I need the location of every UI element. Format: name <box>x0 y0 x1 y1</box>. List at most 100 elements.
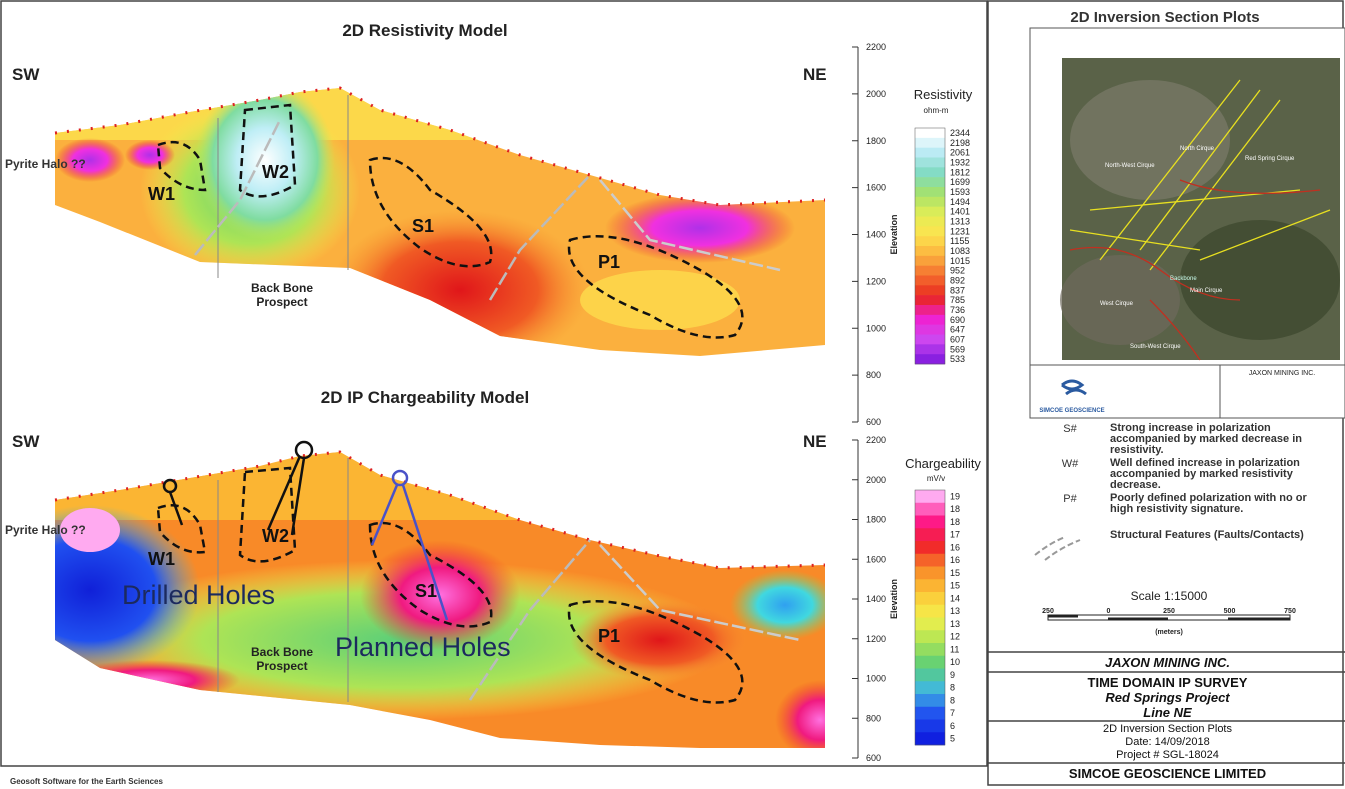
colorbar-swatch <box>915 502 945 516</box>
prospect-label: Back Bone <box>251 281 313 295</box>
zone-outlines <box>156 103 744 339</box>
axis-label: Elevation <box>889 579 899 619</box>
legend-text: Structural Features (Faults/Contacts) <box>1110 529 1304 541</box>
scale-tick-label: 250 <box>1163 608 1175 615</box>
colorbar-label: 15 <box>950 581 960 591</box>
elevation-tick-label: 1600 <box>866 554 886 564</box>
colorbar-label: 2198 <box>950 138 970 148</box>
colorbar-swatch <box>915 643 945 657</box>
tb-line: Line NE <box>1143 705 1192 720</box>
colorbar-label: 7 <box>950 708 955 718</box>
elevation-tick-label: 800 <box>866 713 881 723</box>
colorbar-label: 5 <box>950 734 955 744</box>
colorbar-swatch <box>915 206 945 217</box>
zone-label: W1 <box>148 184 175 204</box>
legend-text: Well defined increase in polarization ac… <box>1110 457 1300 491</box>
prospect-label: Back Bone <box>251 645 313 659</box>
colorbar-swatch <box>915 668 945 682</box>
colorbar-label: 569 <box>950 344 965 354</box>
elevation-tick-label: 1200 <box>866 634 886 644</box>
map-label: Main Cirque <box>1190 288 1223 294</box>
colorbar-swatch <box>915 255 945 266</box>
title-block <box>988 651 1345 764</box>
zone-label: S1 <box>412 216 434 236</box>
annotation: Drilled Holes <box>122 580 275 610</box>
prospect-label: Prospect <box>256 295 307 309</box>
tb-company: JAXON MINING INC. <box>1105 655 1230 670</box>
colorbar-label: 647 <box>950 325 965 335</box>
elevation-tick-label: 1000 <box>866 674 886 684</box>
colorbar-label: 18 <box>950 517 960 527</box>
side-label: SW <box>12 432 40 451</box>
legend-key: S# <box>1063 423 1077 435</box>
colorbar-label: 19 <box>950 491 960 501</box>
legend-text: Strong increase in polarization accompan… <box>1110 422 1302 456</box>
elevation-tick-label: 1200 <box>866 276 886 286</box>
scale-tick-label: 750 <box>1284 608 1296 615</box>
colorbar-label: 1593 <box>950 187 970 197</box>
colorbar-swatch <box>915 553 945 567</box>
elevation-tick-label: 2000 <box>866 475 886 485</box>
colorbar-swatch <box>915 706 945 720</box>
colorbar-label: 1401 <box>950 207 970 217</box>
colorbar-swatch <box>915 275 945 286</box>
legend-text: Poorly defined polarization with no or h… <box>1110 492 1307 515</box>
colorbar-swatch <box>915 490 945 504</box>
colorbar-swatch <box>915 694 945 708</box>
elevation-tick-label: 2200 <box>866 435 886 445</box>
colorbar-label: 1083 <box>950 246 970 256</box>
colorbar-label: 16 <box>950 542 960 552</box>
elevation-tick-label: 600 <box>866 417 881 427</box>
colorbar-label: 14 <box>950 593 960 603</box>
zone-label: Pyrite Halo ?? <box>5 157 86 171</box>
axis-label: Elevation <box>889 214 899 254</box>
scale-bar <box>1047 614 1291 621</box>
structure-symbol <box>1034 536 1081 561</box>
colorbar-label: 2061 <box>950 148 970 158</box>
elevation-tick-label: 1800 <box>866 515 886 525</box>
colorbar-label: 17 <box>950 530 960 540</box>
map-label: North-West Cirque <box>1105 163 1155 169</box>
colorbar-swatch <box>915 732 945 746</box>
colorbar-title: Chargeability <box>905 456 981 471</box>
elevation-tick-label: 1400 <box>866 594 886 604</box>
zone-label: P1 <box>598 252 620 272</box>
colorbar-swatch <box>915 246 945 257</box>
colorbar-label: 952 <box>950 266 965 276</box>
colorbar-label: 736 <box>950 305 965 315</box>
colorbar-label: 785 <box>950 295 965 305</box>
map-label: West Cirque <box>1100 301 1134 307</box>
colorbar-swatch <box>915 334 945 345</box>
colorbar-label: 690 <box>950 315 965 325</box>
colorbar-swatch <box>915 344 945 355</box>
section-title: 2D Resistivity Model <box>342 21 507 40</box>
scale-tick-label: 0 <box>1107 608 1111 615</box>
colorbar-label: 1231 <box>950 226 970 236</box>
scale-title: Scale 1:15000 <box>1131 589 1208 603</box>
colorbar-label: 1015 <box>950 256 970 266</box>
colorbar-swatch <box>915 265 945 276</box>
colorbar-swatch <box>915 354 945 365</box>
scale-tick-label: 250 <box>1042 608 1054 615</box>
colorbar-swatch <box>915 226 945 237</box>
colorbar-swatch <box>915 216 945 227</box>
colorbar-swatch <box>915 187 945 198</box>
colorbar-label: 13 <box>950 619 960 629</box>
tb-survey: TIME DOMAIN IP SURVEY <box>1087 675 1248 690</box>
colorbar-swatch <box>915 167 945 178</box>
colorbar-swatch <box>915 630 945 644</box>
structure <box>194 119 282 256</box>
map-company: JAXON MINING INC. <box>1249 370 1316 377</box>
colorbar-swatch <box>915 566 945 580</box>
tb-date: Date: 14/09/2018 <box>1125 736 1210 748</box>
location-map <box>1029 27 1345 419</box>
zone-label: W2 <box>262 162 289 182</box>
colorbar-label: 8 <box>950 683 955 693</box>
colorbar-swatch <box>915 295 945 306</box>
colorbar-label: 1932 <box>950 157 970 167</box>
colorbar-label: 11 <box>950 644 959 654</box>
elevation-tick-label: 1800 <box>866 136 886 146</box>
colorbar-swatch <box>915 305 945 316</box>
zone-label: P1 <box>598 626 620 646</box>
